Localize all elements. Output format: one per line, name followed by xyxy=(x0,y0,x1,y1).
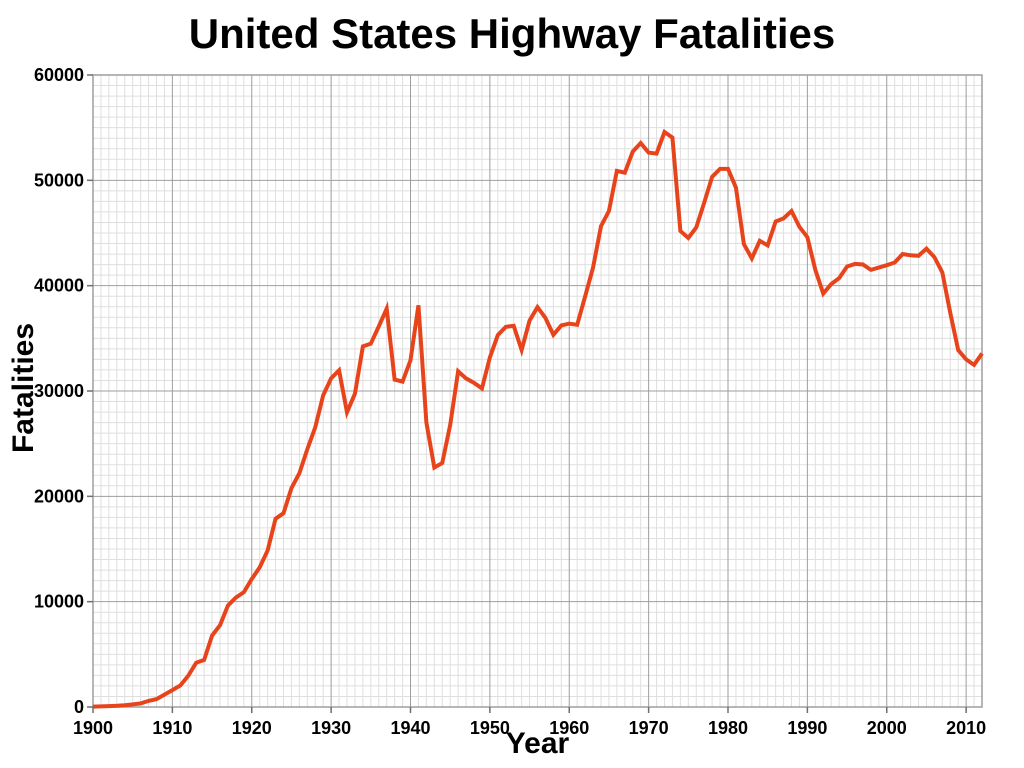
x-tick-label: 1910 xyxy=(152,718,192,738)
y-tick-label: 10000 xyxy=(34,592,84,612)
chart-title: United States Highway Fatalities xyxy=(188,10,836,57)
y-tick-label: 60000 xyxy=(34,65,84,85)
x-tick-label: 1970 xyxy=(629,718,669,738)
y-tick-label: 30000 xyxy=(34,381,84,401)
x-tick-label: 1980 xyxy=(708,718,748,738)
fatalities-line xyxy=(92,128,984,709)
x-tick-label: 1920 xyxy=(232,718,272,738)
y-tick-label: 0 xyxy=(74,697,84,717)
x-tick-label: 1930 xyxy=(311,718,351,738)
x-tick-label: 1950 xyxy=(470,718,510,738)
x-axis-title: Year xyxy=(505,727,570,760)
x-tick-label: 1990 xyxy=(787,718,827,738)
x-tick-label: 2010 xyxy=(946,718,986,738)
x-tick-label: 1900 xyxy=(73,718,113,738)
y-tick-label: 20000 xyxy=(34,486,84,506)
x-tick-label: 1940 xyxy=(390,718,430,738)
x-tick-label: 1960 xyxy=(549,718,589,738)
x-tick-label: 2000 xyxy=(867,718,907,738)
y-tick-label: 50000 xyxy=(34,170,84,190)
y-tick-label: 40000 xyxy=(34,276,84,296)
